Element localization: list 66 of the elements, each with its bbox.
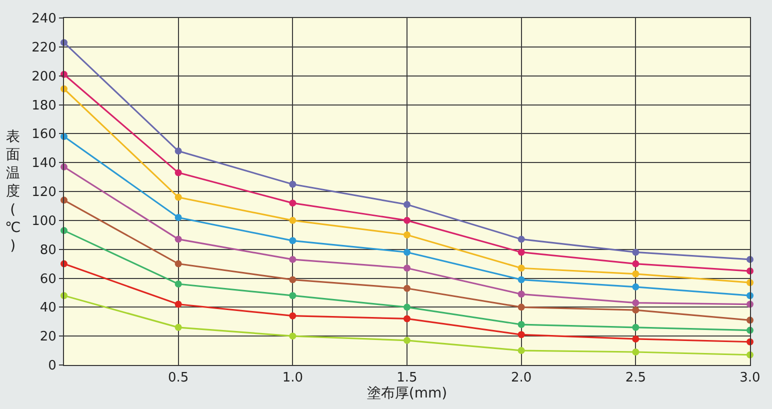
y-tick-label: 240 bbox=[32, 12, 56, 27]
point bbox=[518, 331, 525, 338]
y-tick-label: 20 bbox=[40, 330, 56, 345]
point bbox=[289, 256, 296, 263]
point bbox=[518, 347, 525, 354]
point bbox=[404, 248, 410, 256]
point bbox=[289, 200, 296, 207]
point bbox=[518, 304, 525, 311]
point bbox=[632, 324, 640, 331]
y-tick-label: 120 bbox=[32, 185, 56, 200]
point bbox=[174, 260, 182, 268]
point bbox=[518, 321, 525, 328]
point bbox=[174, 300, 182, 308]
point bbox=[632, 306, 640, 314]
y-tick-label: 140 bbox=[32, 156, 56, 172]
point bbox=[289, 216, 296, 224]
point bbox=[289, 180, 296, 188]
x-tick-label: 1.5 bbox=[396, 370, 418, 386]
y-tick-label: 180 bbox=[32, 98, 56, 114]
point bbox=[174, 324, 182, 331]
point bbox=[518, 248, 525, 256]
point bbox=[632, 299, 640, 306]
point bbox=[518, 290, 525, 298]
y-tick-label: 200 bbox=[32, 69, 56, 84]
point bbox=[518, 236, 525, 243]
point bbox=[632, 248, 640, 256]
point bbox=[518, 276, 525, 284]
x-tick-label: 1.0 bbox=[282, 370, 304, 386]
point bbox=[404, 201, 410, 208]
x-tick-label: 2.5 bbox=[625, 370, 646, 386]
x-tick-label: 0.5 bbox=[168, 370, 189, 386]
y-tick-label: 40 bbox=[40, 300, 56, 316]
point bbox=[404, 304, 410, 311]
point bbox=[174, 148, 182, 155]
point bbox=[404, 315, 410, 322]
point bbox=[404, 216, 410, 224]
point bbox=[289, 237, 296, 244]
point bbox=[632, 260, 640, 268]
y-tick-label: 60 bbox=[40, 272, 56, 287]
y-tick-label: 160 bbox=[32, 127, 56, 142]
point bbox=[404, 336, 410, 344]
point bbox=[174, 280, 182, 288]
y-axis-title: 表面温度(℃) bbox=[5, 129, 21, 254]
point bbox=[174, 236, 182, 243]
point bbox=[174, 169, 182, 176]
point bbox=[289, 332, 296, 340]
point bbox=[174, 214, 182, 222]
x-tick-label: 2.0 bbox=[510, 370, 532, 386]
point bbox=[404, 264, 410, 272]
point bbox=[632, 270, 640, 278]
point bbox=[289, 312, 296, 320]
y-tick-label: 80 bbox=[40, 242, 56, 258]
point bbox=[632, 283, 640, 290]
point bbox=[289, 276, 296, 284]
y-tick-label: 220 bbox=[32, 40, 56, 56]
y-tick-label: 100 bbox=[32, 214, 56, 229]
point bbox=[404, 231, 410, 238]
y-tick-label: 0 bbox=[48, 358, 56, 374]
point bbox=[632, 335, 640, 342]
point bbox=[174, 194, 182, 201]
point bbox=[518, 264, 525, 272]
point bbox=[632, 348, 640, 356]
point bbox=[289, 292, 296, 300]
x-axis-title: 塗布厚(mm) bbox=[366, 386, 448, 402]
x-tick-label: 3.0 bbox=[740, 370, 760, 386]
point bbox=[404, 284, 410, 292]
